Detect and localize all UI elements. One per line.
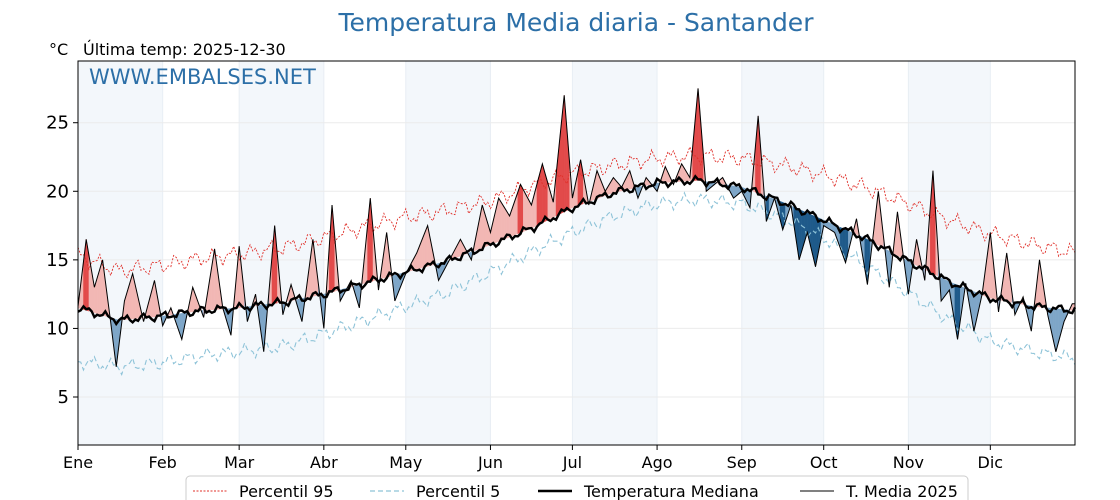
legend-median-label: Temperatura Mediana bbox=[583, 482, 759, 500]
x-tick-label: May bbox=[389, 453, 422, 472]
y-axis-unit: °C bbox=[49, 40, 68, 59]
x-tick-label: Feb bbox=[149, 453, 177, 472]
legend-box bbox=[185, 475, 969, 500]
month-shade bbox=[78, 61, 163, 445]
watermark: WWW.EMBALSES.NET bbox=[89, 65, 316, 89]
x-tick-label: Mar bbox=[224, 453, 255, 472]
x-tick-label: Ene bbox=[63, 453, 93, 472]
p5-line bbox=[77, 191, 1076, 376]
legend: Percentil 95 Percentil 5 Temperatura Med… bbox=[185, 475, 969, 500]
current-year-line bbox=[77, 88, 1075, 367]
x-tick-label: Nov bbox=[893, 453, 924, 472]
month-shade bbox=[908, 61, 991, 445]
x-tick-label: Jun bbox=[477, 453, 503, 472]
y-tick-label: 5 bbox=[58, 387, 69, 408]
y-tick-label: 10 bbox=[46, 318, 69, 339]
x-tick-label: Jul bbox=[562, 453, 582, 472]
above-median-fill bbox=[520, 184, 524, 233]
month-shade bbox=[572, 61, 658, 445]
x-tick-label: Sep bbox=[727, 453, 757, 472]
above-median-fill bbox=[498, 197, 502, 242]
above-median-fill bbox=[523, 189, 527, 232]
legend-p5-label: Percentil 5 bbox=[416, 482, 500, 500]
y-tick-label: 25 bbox=[46, 113, 69, 134]
legend-current-label: T. Media 2025 bbox=[845, 482, 958, 500]
y-tick-label: 20 bbox=[46, 181, 69, 202]
x-tick-label: Dic bbox=[978, 453, 1004, 472]
plot-frame bbox=[77, 60, 1076, 446]
median-line bbox=[77, 174, 1077, 327]
x-tick-label: Oct bbox=[810, 453, 838, 472]
chart-title: Temperatura Media diaria - Santander bbox=[338, 8, 815, 37]
legend-p95-label: Percentil 95 bbox=[239, 482, 334, 500]
y-tick-label: 15 bbox=[46, 250, 69, 271]
x-tick-label: Ago bbox=[642, 453, 673, 472]
x-tick-label: Abr bbox=[310, 453, 338, 472]
month-shade bbox=[741, 61, 824, 445]
last-temp-subtitle: Última temp: 2025-12-30 bbox=[83, 40, 286, 59]
above-median-fill bbox=[501, 201, 505, 241]
